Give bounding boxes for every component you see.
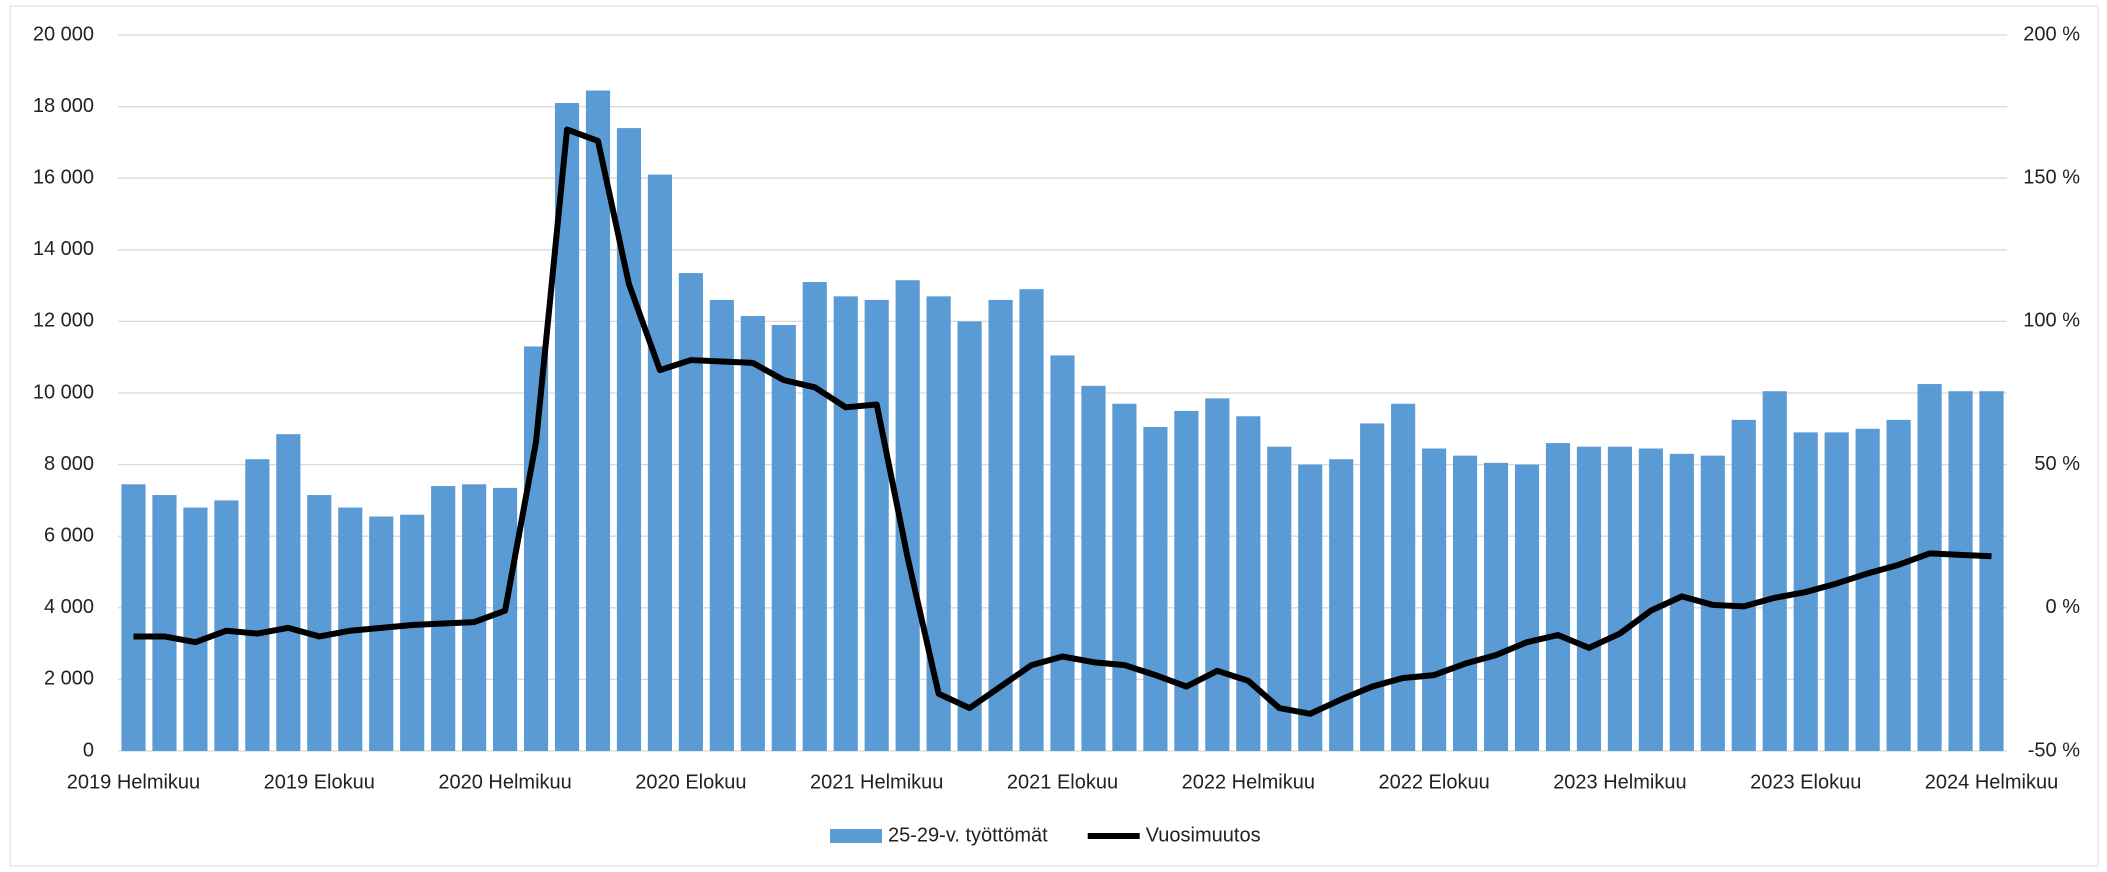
x-tick-label: 2023 Elokuu [1750, 771, 1861, 793]
bar [1174, 410, 1199, 751]
bar [833, 296, 858, 751]
x-tick-label: 2021 Elokuu [1007, 771, 1118, 793]
bar [1143, 427, 1168, 751]
bar [1514, 464, 1540, 751]
bar [400, 514, 425, 751]
y2-tick-label: 150 % [2023, 166, 2080, 188]
bar [121, 484, 146, 751]
bar [493, 487, 518, 751]
y-tick-label: 14 000 [33, 238, 94, 260]
bar [771, 324, 796, 751]
y-tick-label: 0 [83, 739, 94, 761]
bar [988, 299, 1013, 751]
bar [1019, 289, 1044, 751]
bar [1112, 403, 1137, 751]
y2-tick-label: -50 % [2028, 739, 2080, 761]
bar [802, 282, 827, 751]
y-tick-label: 20 000 [33, 23, 94, 45]
x-tick-label: 2022 Helmikuu [1182, 771, 1315, 793]
y-tick-label: 6 000 [44, 524, 94, 546]
bar [1731, 419, 1756, 751]
bar [1545, 443, 1571, 751]
bar [523, 346, 549, 751]
bar [678, 273, 703, 751]
bar [369, 516, 394, 751]
bar [214, 500, 239, 751]
bar [1762, 391, 1787, 751]
bar [1855, 428, 1880, 751]
bar [1483, 462, 1509, 751]
bar [926, 296, 951, 751]
bar [864, 299, 889, 751]
bar [152, 495, 177, 751]
bar [1607, 446, 1632, 751]
x-tick-label: 2024 Helmikuu [1925, 771, 2058, 793]
bar [1391, 403, 1416, 751]
bar [245, 459, 270, 751]
bar [616, 128, 642, 751]
y-tick-label: 2 000 [44, 668, 94, 690]
bar [1886, 419, 1911, 751]
chart-frame [9, 5, 2099, 867]
bar [1979, 391, 2004, 751]
bar [1452, 455, 1478, 751]
bar [276, 434, 301, 751]
bar [1824, 432, 1849, 751]
bar [1236, 416, 1261, 751]
y-tick-label: 8 000 [44, 453, 94, 475]
legend-label: 25-29-v. työttömät [888, 824, 1048, 846]
bar [647, 174, 673, 751]
x-tick-label: 2022 Elokuu [1379, 771, 1490, 793]
y2-tick-label: 50 % [2034, 453, 2080, 475]
bar [1917, 384, 1942, 751]
x-tick-label: 2020 Elokuu [635, 771, 746, 793]
x-tick-label: 2020 Helmikuu [438, 771, 571, 793]
bar [1576, 446, 1602, 751]
bar [1329, 459, 1354, 751]
y-tick-label: 4 000 [44, 596, 94, 618]
y-tick-label: 10 000 [33, 381, 94, 403]
bar [307, 495, 332, 751]
bar [1948, 391, 1973, 751]
bar [1360, 423, 1385, 751]
bar [1205, 398, 1230, 751]
bar [1081, 385, 1106, 751]
bar [709, 299, 734, 751]
x-tick-label: 2019 Elokuu [264, 771, 375, 793]
y-tick-label: 16 000 [33, 166, 94, 188]
bar [1638, 448, 1663, 751]
legend-swatch [830, 829, 882, 843]
line [133, 126, 1992, 717]
bar [957, 321, 982, 751]
legend-label: Vuosimuutos [1146, 824, 1261, 846]
bar [585, 90, 611, 752]
x-tick-label: 2023 Helmikuu [1553, 771, 1686, 793]
y2-tick-label: 200 % [2023, 23, 2080, 45]
x-tick-label: 2021 Helmikuu [810, 771, 943, 793]
bar [1298, 464, 1323, 751]
y-tick-label: 18 000 [33, 95, 94, 117]
y2-tick-label: 0 % [2046, 596, 2081, 618]
bar [740, 316, 765, 751]
bar [1050, 355, 1075, 751]
bar [431, 486, 456, 751]
y-tick-label: 12 000 [33, 310, 94, 332]
bar [183, 507, 208, 751]
bar [1422, 448, 1447, 751]
x-tick-label: 2019 Helmikuu [67, 771, 200, 793]
y2-tick-label: 100 % [2023, 310, 2080, 332]
